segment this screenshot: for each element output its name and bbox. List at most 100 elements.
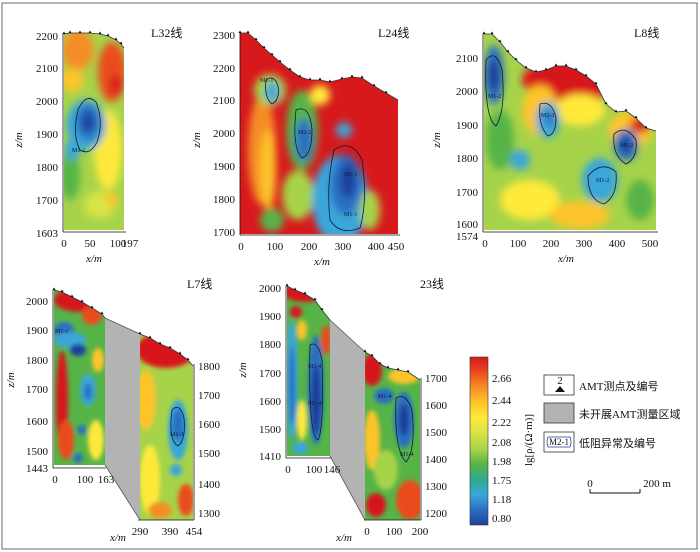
l8-x-ticks: 0 100 200 300 400 500	[482, 238, 659, 250]
l24-anomaly-label-1: M1-1	[260, 78, 273, 84]
l7-xtick-l2: 100	[77, 474, 94, 486]
legend-anomaly-symbol: M2-1	[549, 437, 569, 447]
line23-xtick-l1: 0	[285, 464, 291, 476]
l8-xtick-1: 0	[482, 238, 488, 250]
l24-x-ticks: 0 100 200 300 400 450	[238, 241, 405, 253]
amt-station-marker	[80, 299, 84, 302]
line23-ytick-l7: 1410	[259, 451, 282, 463]
l32-y-label: z/m	[13, 132, 25, 148]
l32-ytick-1: 2200	[36, 31, 59, 43]
amt-station-marker	[254, 37, 258, 40]
l8-ytick-5: 1700	[456, 187, 479, 199]
scale-bar-start: 0	[587, 478, 593, 490]
amt-station-marker	[514, 57, 518, 60]
l32-ytick-2: 2100	[36, 63, 59, 75]
panel-l32: M1-1 L32线 2200 2100 2000 1900 1800 1700 …	[13, 26, 182, 265]
l24-xtick-5: 400	[368, 241, 385, 253]
legend-amt-label: AMT测点及编号	[579, 379, 658, 393]
amt-station-marker	[498, 39, 502, 42]
l8-anomaly-label-4: M1-2	[596, 178, 609, 184]
amt-station-marker	[278, 59, 282, 62]
l8-ytick-3: 1900	[456, 120, 479, 132]
amt-station-marker	[594, 81, 598, 84]
colorbar-tick-6: 1.75	[492, 475, 512, 487]
l24-xtick-2: 100	[267, 241, 284, 253]
panel-l8: M1-2 M2-3 M1-2 M1-2 L8线 2100 2000 1900 1…	[431, 26, 659, 265]
amt-station-marker	[70, 294, 74, 297]
line23-left-resistivity-map: M1-4 M1-4	[287, 286, 330, 456]
l24-xtick-4: 300	[335, 241, 352, 253]
line23-ytick-r6: 1200	[425, 508, 448, 520]
l24-ytick-5: 1900	[213, 161, 236, 173]
l7-ytick-l5: 1600	[26, 416, 49, 428]
amt-station-marker	[644, 125, 648, 128]
colorbar-tick-7: 1.18	[492, 494, 512, 506]
l24-ytick-4: 2000	[213, 128, 236, 140]
line23-xtick-r1: 0	[364, 526, 370, 538]
l7-title: L7线	[187, 277, 212, 291]
l32-xtick-4: 197	[122, 238, 139, 250]
line23-xtick-r2: 100	[386, 526, 403, 538]
l7-ytick-l7: 1443	[26, 463, 49, 475]
l24-ytick-1: 2300	[213, 30, 236, 42]
line23-xtick-l3: 146	[324, 464, 341, 476]
line23-ytick-l1: 2000	[259, 283, 282, 295]
amt-station-marker	[564, 63, 568, 66]
amt-station-marker	[62, 31, 66, 34]
l24-xtick-6: 450	[388, 241, 405, 253]
l7-xtick-l3: 163	[98, 474, 115, 486]
l7-ytick-r3: 1600	[198, 419, 221, 431]
amt-station-marker	[52, 287, 56, 290]
legend-amt-number: 2	[557, 375, 563, 387]
amt-station-icon	[555, 386, 565, 392]
line23-y-label: z/m	[237, 362, 249, 378]
l8-ytick-1: 2100	[456, 53, 479, 65]
line23-ytick-r4: 1400	[425, 454, 448, 466]
l7-ytick-r6: 1300	[198, 508, 221, 520]
panel-l7: M1-1 M1-3 L7线 2000 1900	[5, 277, 221, 544]
amt-station-marker	[238, 30, 242, 33]
amt-station-marker	[148, 335, 152, 338]
amt-station-marker	[114, 37, 118, 40]
legend: 2 AMT测点及编号 未开展AMT测量区域 M2-1 低阻异常及编号	[543, 374, 680, 453]
l8-ytick-6: 1600	[456, 219, 479, 231]
l24-y-label: z/m	[191, 132, 203, 148]
l32-ytick-4: 1900	[36, 129, 59, 141]
colorbar: 2.66 2.44 2.22 2.08 1.98 1.75 1.18 0.80 …	[469, 356, 535, 526]
line23-ytick-l2: 1900	[259, 311, 282, 323]
amt-station-marker	[168, 345, 172, 348]
amt-station-marker	[340, 76, 344, 79]
amt-station-marker	[604, 101, 608, 104]
l8-title: L8线	[634, 26, 659, 40]
colorbar-ticks: 2.66 2.44 2.22 2.08 1.98 1.75 1.18 0.80	[492, 373, 512, 525]
legend-anomaly-label: 低阻异常及编号	[579, 436, 656, 450]
amt-station-marker	[490, 31, 494, 34]
l32-ytick-7: 1603	[36, 228, 59, 240]
line23-ytick-r5: 1300	[425, 481, 448, 493]
amt-station-marker	[246, 30, 250, 33]
l7-ytick-r2: 1700	[198, 390, 221, 402]
legend-amt-box	[543, 374, 575, 396]
amt-station-marker	[60, 289, 64, 292]
line23-anomaly-label-3: M1-4	[378, 394, 391, 400]
line23-ytick-r2: 1600	[425, 400, 448, 412]
l8-ytick-2: 2000	[456, 86, 479, 98]
l32-xtick-1: 0	[61, 238, 67, 250]
amt-station-marker	[186, 357, 190, 360]
colorbar-tick-4: 2.08	[492, 437, 512, 449]
l24-anomaly-label-2: M2-2	[298, 130, 311, 136]
line23-anomaly-label-2: M1-4	[308, 401, 321, 407]
line23-unsurveyed-gap	[330, 320, 365, 520]
l24-ytick-6: 1800	[213, 194, 236, 206]
l32-x-ticks: 0 50 100 197	[61, 238, 139, 250]
scale-bar: 0 200 m	[587, 478, 671, 494]
colorbar-tick-8: 0.80	[492, 513, 512, 525]
line23-ytick-l6: 1500	[259, 424, 282, 436]
amt-station-marker	[298, 74, 302, 77]
amt-station-marker	[178, 351, 182, 354]
l7-left-resistivity-map: M1-1	[54, 290, 105, 465]
l8-y-label: z/m	[431, 132, 443, 148]
l32-ytick-3: 2000	[36, 96, 59, 108]
